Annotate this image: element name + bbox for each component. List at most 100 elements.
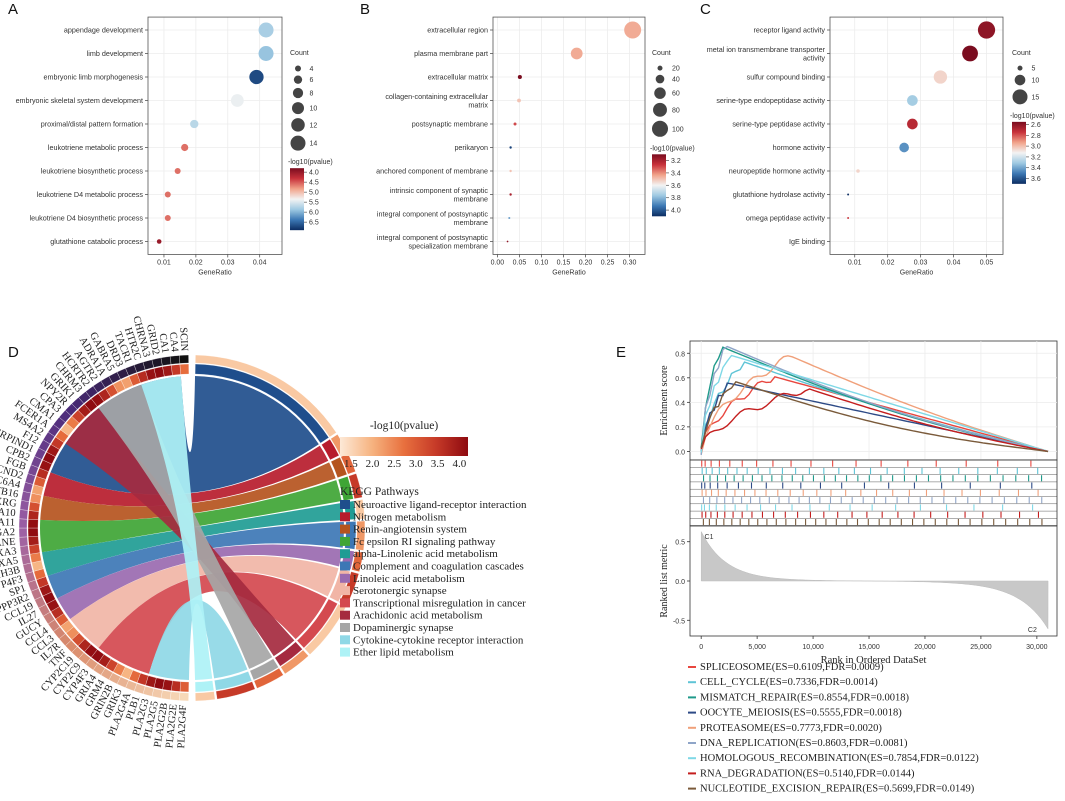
x-tick-label: 0.25 <box>601 259 615 266</box>
pathway-swatch <box>340 524 350 534</box>
heat-tick-label: 2.0 <box>366 458 380 470</box>
size-legend-label: 12 <box>310 122 318 129</box>
gene-arc <box>28 544 41 555</box>
x-tick-label: 0.02 <box>881 259 895 266</box>
colorbar-tick-label: 4.5 <box>309 180 319 187</box>
size-legend-label: 20 <box>672 66 680 73</box>
gene-arc <box>27 519 39 529</box>
colorbar-tick-label: 3.2 <box>1031 154 1041 161</box>
label-c2: C2 <box>1028 627 1037 634</box>
pathway-outer-arc <box>280 649 309 675</box>
series-legend-label: NUCLEOTIDE_EXCISION_REPAIR(ES=0.5699,FDR… <box>700 784 975 795</box>
label-c1: C1 <box>705 534 714 541</box>
pathway-arc <box>249 658 279 681</box>
color-legend-title: -log10(pvalue) <box>288 159 333 166</box>
metric-tick-label: -0.5 <box>673 618 685 625</box>
size-legend-dot <box>293 75 303 84</box>
dot-point <box>847 193 850 196</box>
gene-outer-arc <box>19 509 29 520</box>
es-tick-label: 0.0 <box>675 449 685 456</box>
dot-point <box>506 240 509 243</box>
size-legend-dot <box>653 102 667 117</box>
dot-point <box>190 119 199 129</box>
pathway-legend-label: Complement and coagulation cascades <box>353 561 524 573</box>
size-legend-label: 60 <box>672 91 680 98</box>
category-label: plasma membrane part <box>414 49 488 58</box>
color-legend-title: -log10(pvalue) <box>1010 113 1055 120</box>
series-legend-label: DNA_REPLICATION(ES=0.8603,FDR=0.0081) <box>700 738 908 749</box>
gene-arc <box>28 510 40 520</box>
colorbar-tick-label: 3.4 <box>671 170 681 177</box>
dot-point <box>230 94 244 107</box>
pathway-legend-label: Fc epsilon RI signaling pathway <box>353 536 496 548</box>
x-tick-label: 20,000 <box>914 644 936 651</box>
size-legend-label: 14 <box>310 141 318 148</box>
gene-arc <box>28 536 40 546</box>
pathway-swatch <box>340 573 350 583</box>
pathway-outer-arc <box>351 551 364 572</box>
dot-point <box>258 46 274 61</box>
gene-label: HMGA2 <box>0 527 15 539</box>
dot-point <box>977 21 996 39</box>
chord-ribbon <box>41 502 344 576</box>
colorbar-tick-label: 5.5 <box>309 200 319 207</box>
dot-point <box>933 70 948 84</box>
category-label: serine-type peptidase activity <box>732 120 825 129</box>
pathway-legend-label: alpha-Linolenic acid metabolism <box>353 548 498 560</box>
category-label: embryonic limb morphogenesis <box>44 73 144 82</box>
colorbar-tick-label: 3.8 <box>671 195 681 202</box>
x-axis-label: GeneRatio <box>900 269 934 276</box>
x-tick-label: 0.20 <box>579 259 593 266</box>
x-tick-label: 0.02 <box>189 259 203 266</box>
dot-point <box>570 47 583 60</box>
pathway-swatch <box>340 536 350 546</box>
x-tick-label: 0.04 <box>253 259 267 266</box>
gene-outer-arc <box>169 691 181 701</box>
gene-outer-arc <box>179 354 189 364</box>
pathway-swatch <box>340 549 350 559</box>
es-curve <box>700 354 1049 453</box>
x-tick-label: 0 <box>699 644 703 651</box>
gene-outer-arc <box>179 692 189 702</box>
x-axis-label: GeneRatio <box>198 269 232 276</box>
x-tick-label: 0.04 <box>947 259 961 266</box>
x-tick-label: 5,000 <box>748 644 766 651</box>
category-label: limb development <box>87 49 143 58</box>
dot-point <box>249 69 264 85</box>
pathway-arc <box>194 363 330 444</box>
size-legend-title: Count <box>1012 50 1031 57</box>
metric-area <box>700 531 1049 630</box>
gene-arc <box>171 364 181 376</box>
gene-arc <box>171 680 181 692</box>
chord-ribbon <box>65 408 295 657</box>
dot-point <box>624 21 642 39</box>
pathway-arc <box>321 439 340 461</box>
category-label: integral component of postsynaptic specia… <box>377 233 488 251</box>
pathway-arc <box>330 457 348 478</box>
gene-arc <box>162 365 173 377</box>
category-label: appendage development <box>64 26 143 35</box>
colorbar-tick-label: 2.8 <box>1031 133 1041 140</box>
dot-point <box>164 191 171 198</box>
colorbar-tick-label: 3.0 <box>1031 144 1041 151</box>
panel-label-d: D <box>8 344 19 361</box>
size-legend-dot <box>1017 65 1023 71</box>
category-label: postsynaptic membrane <box>412 120 488 129</box>
colorbar <box>652 154 666 217</box>
gene-label: PLA2G2E <box>164 704 179 749</box>
pathway-legend-label: Neuroactive ligand-receptor interaction <box>353 499 527 511</box>
chord-ribbon <box>148 599 248 680</box>
gene-label: HOXA10 <box>0 505 16 519</box>
category-label: perikaryon <box>454 143 488 152</box>
pathway-legend-label: Cytokine-cytokine receptor interaction <box>353 634 524 646</box>
dot-point <box>907 95 918 106</box>
x-tick-label: 0.05 <box>980 259 994 266</box>
panel-e-gsea: 0.0 0.2 0.4 0.6 0.8 Enrichment score 0.5 0.0 -0.… <box>659 340 1058 795</box>
size-legend-label: 8 <box>310 90 314 97</box>
category-label: receptor ligand activity <box>753 26 825 35</box>
dot-point <box>509 146 512 149</box>
pathway-swatch <box>340 610 350 620</box>
gene-outer-arc <box>169 355 181 365</box>
size-legend-dot <box>655 74 665 84</box>
